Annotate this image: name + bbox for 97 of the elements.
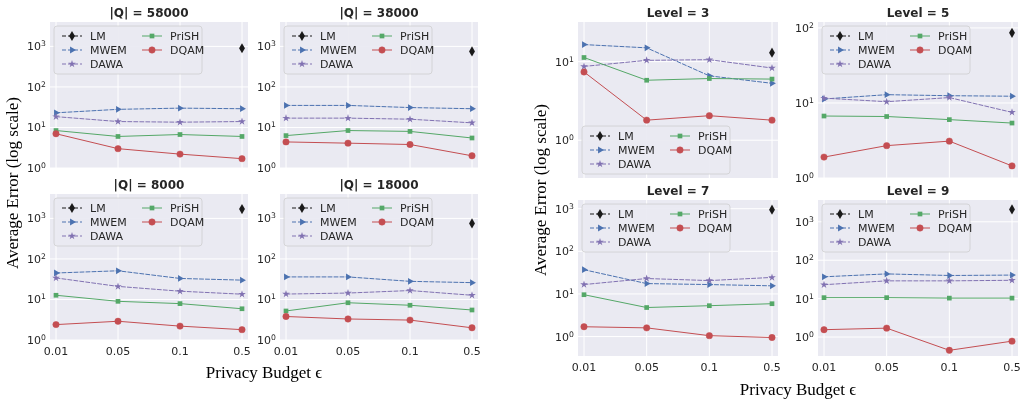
legend-label: DQAM [400,216,435,229]
y-tick-label: 10$^{1}$ [257,119,277,135]
chart-title: Level = 7 [646,184,710,198]
y-tick-label: 10$^{0}$ [555,329,575,344]
x-axis-title: Privacy Budget ϵ [739,380,857,399]
x-axis-title: Privacy Budget ϵ [205,363,323,382]
y-tick-label: 10$^{1}$ [555,286,575,301]
legend-label: MWEM [858,44,895,57]
x-tick-label: 0.05 [634,361,659,374]
y-tick-label: 10$^{0}$ [795,170,815,185]
legend-label: DQAM [698,222,733,235]
chart-title: Level = 5 [886,6,950,20]
x-tick-label: 0.01 [571,361,597,374]
legend-label: DAWA [320,58,354,71]
legend-label: DAWA [618,158,652,171]
y-tick-label: 10$^{0}$ [27,332,47,347]
y-tick-label: 10$^{0}$ [27,160,47,175]
x-tick-label: 0.5 [1003,361,1021,374]
x-tick-label: 0.05 [335,345,361,358]
legend-label: MWEM [90,44,127,57]
legend-label: DQAM [698,144,733,157]
legend-label: DQAM [938,222,973,235]
legend-label: DAWA [320,230,354,243]
y-tick-label: 10$^{1}$ [27,119,47,135]
x-tick-label: 0.5 [233,345,251,358]
legend-label: PriSH [170,30,200,43]
legend-label: LM [90,202,106,215]
legend-label: MWEM [320,216,357,229]
legend-label: PriSH [400,30,430,43]
y-tick-label: 10$^{2}$ [257,79,277,94]
legend-label: MWEM [618,222,655,235]
y-tick-label: 10$^{2}$ [27,251,47,266]
x-tick-label: 0.01 [43,345,69,358]
legend-label: LM [320,202,336,215]
x-tick-label: 0.01 [273,345,299,358]
y-tick-label: 10$^{1}$ [27,291,47,307]
x-tick-label: 0.1 [700,361,719,374]
y-tick-label: 10$^{1}$ [257,291,277,307]
x-tick-label: 0.1 [940,361,959,374]
legend-label: PriSH [938,208,968,221]
x-tick-label: 0.1 [171,345,189,358]
chart-title: Level = 9 [886,184,950,198]
legend-label: DAWA [618,236,652,249]
y-axis-title: Average Error (log scale) [3,97,22,269]
y-tick-label: 10$^{2}$ [555,243,575,259]
legend-label: DQAM [938,44,973,57]
legend-label: MWEM [618,144,655,157]
y-tick-label: 10$^{3}$ [27,210,47,226]
chart-title: |Q| = 8000 [113,178,185,192]
legend-label: DQAM [400,44,435,57]
y-tick-label: 10$^{1}$ [555,54,575,69]
chart-title: |Q| = 18000 [339,178,419,192]
legend-label: DQAM [170,216,205,229]
legend-label: LM [618,208,634,221]
y-tick-label: 10$^{3}$ [27,38,47,54]
chart-title: Level = 3 [646,6,710,20]
legend-label: DAWA [858,236,892,249]
x-tick-label: 0.01 [811,361,837,374]
legend-label: LM [858,208,874,221]
x-tick-label: 0.1 [401,345,419,358]
legend-label: PriSH [698,208,728,221]
chart-title: |Q| = 38000 [339,6,419,20]
legend-label: DAWA [90,58,124,71]
x-tick-label: 0.05 [105,345,131,358]
y-tick-label: 10$^{1}$ [795,291,815,306]
legend-label: MWEM [90,216,127,229]
chart-title: |Q| = 58000 [109,6,189,20]
legend-label: MWEM [858,222,895,235]
legend-label: PriSH [698,130,728,143]
legend-label: LM [618,130,634,143]
y-tick-label: 10$^{0}$ [555,132,575,148]
x-tick-label: 0.05 [874,361,899,374]
legend-label: PriSH [400,202,430,215]
legend-label: LM [858,30,874,43]
y-tick-label: 10$^{0}$ [795,329,815,344]
legend-label: MWEM [320,44,357,57]
x-tick-label: 0.5 [763,361,781,374]
y-tick-label: 10$^{1}$ [795,95,815,110]
x-tick-label: 0.5 [463,345,481,358]
y-tick-label: 10$^{2}$ [27,79,47,94]
y-tick-label: 10$^{3}$ [257,38,277,54]
legend-label: PriSH [938,30,968,43]
y-axis-title: Average Error (log scale) [531,104,550,276]
legend-label: PriSH [170,202,200,215]
y-tick-label: 10$^{3}$ [795,214,815,229]
y-tick-label: 10$^{3}$ [555,201,575,216]
y-tick-label: 10$^{2}$ [257,251,277,266]
legend-label: LM [320,30,336,43]
y-tick-label: 10$^{2}$ [795,20,815,35]
y-tick-label: 10$^{3}$ [257,210,277,226]
legend-label: LM [90,30,106,43]
legend-label: DAWA [858,58,892,71]
legend-label: DQAM [170,44,205,57]
legend-label: DAWA [90,230,124,243]
y-tick-label: 10$^{0}$ [257,160,277,175]
y-tick-label: 10$^{2}$ [795,252,815,268]
y-tick-label: 10$^{0}$ [257,332,277,347]
